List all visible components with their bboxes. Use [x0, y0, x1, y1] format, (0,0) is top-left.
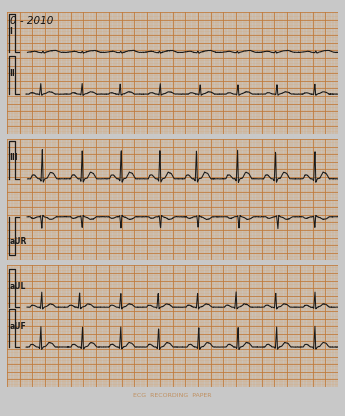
Text: ECG  RECORDING  PAPER: ECG RECORDING PAPER	[133, 393, 212, 398]
Text: II: II	[9, 69, 15, 78]
Text: aUR: aUR	[9, 237, 27, 246]
Text: III: III	[9, 154, 18, 162]
Text: aUL: aUL	[9, 282, 26, 291]
Text: 0 - 2010: 0 - 2010	[10, 16, 53, 26]
Text: I: I	[9, 27, 12, 36]
Text: aUF: aUF	[9, 322, 26, 331]
